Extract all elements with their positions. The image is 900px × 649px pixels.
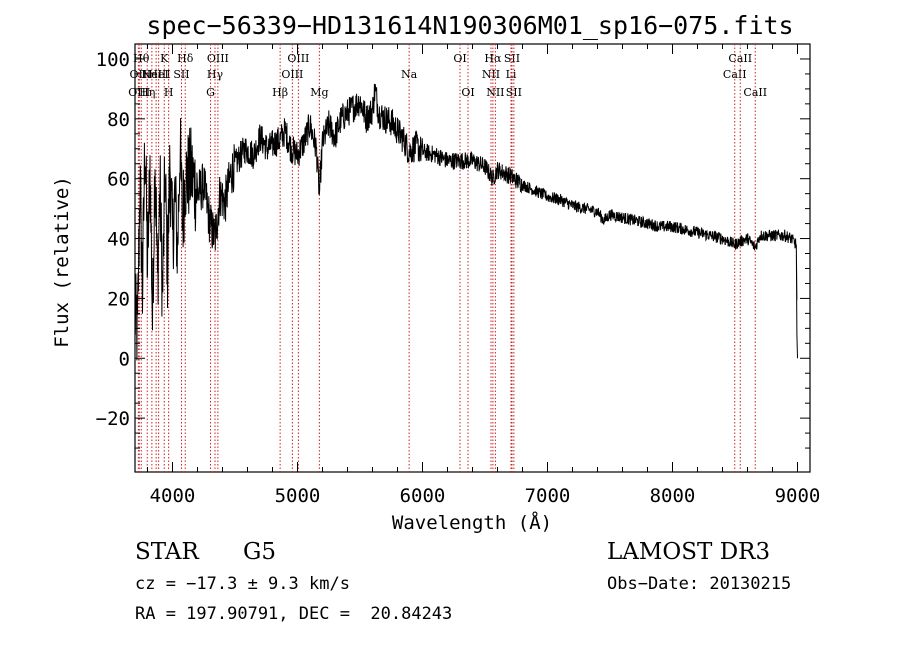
- line-marker-label: CaII: [743, 86, 767, 99]
- object-type: STAR: [135, 539, 199, 565]
- line-marker-label: K: [160, 52, 169, 65]
- line-marker-label: HeI: [142, 68, 162, 81]
- x-tick-label: 4000: [150, 485, 196, 507]
- line-marker-label: Hα: [484, 52, 502, 65]
- line-marker-label: NII: [486, 86, 504, 99]
- line-marker-label: NII: [482, 68, 500, 81]
- line-marker-label: Hδ: [177, 52, 194, 65]
- line-marker-label: SII: [506, 86, 522, 99]
- line-marker-label: OI: [461, 86, 474, 99]
- x-axis-label: Wavelength (Å): [392, 511, 552, 534]
- line-marker-label: OIII: [128, 86, 150, 99]
- y-tick-label: 80: [107, 109, 130, 131]
- line-marker-label: OIII: [207, 52, 229, 65]
- x-tick-label: 7000: [525, 485, 571, 507]
- line-marker-label: OI: [453, 52, 466, 65]
- x-tick-label: 6000: [400, 485, 446, 507]
- line-marker-label: HeI: [148, 68, 168, 81]
- y-tick-label: −20: [96, 408, 130, 430]
- line-marker-label: Mg: [310, 86, 328, 99]
- object-subclass: G5: [243, 539, 277, 565]
- observation-date: Obs−Date: 20130215: [607, 574, 792, 594]
- line-marker-label: OII: [130, 68, 148, 81]
- y-tick-label: 60: [107, 169, 130, 191]
- line-marker-label: NeIII: [142, 68, 171, 81]
- line-marker-label: Hγ: [207, 68, 224, 81]
- y-tick-label: 40: [107, 229, 130, 251]
- chart-title: spec−56339−HD131614N190306M01_sp16−075.f…: [146, 11, 793, 40]
- spectrum-line: [134, 83, 798, 361]
- axis-ticks: [135, 44, 810, 472]
- x-tick-label: 5000: [275, 485, 321, 507]
- x-tick-label: 8000: [650, 485, 696, 507]
- line-marker-label: SII: [173, 68, 189, 81]
- redshift-velocity: cz = −17.3 ± 9.3 km/s: [135, 574, 350, 594]
- ra-dec-coordinates: RA = 197.90791, DEC = 20.84243: [135, 604, 453, 624]
- y-tick-label: 100: [96, 49, 130, 71]
- line-marker-label: OIII: [281, 68, 303, 81]
- tick-labels: 4000 5000 6000 7000 8000 9000 −20 0 20 40 60 80 100: [96, 49, 821, 507]
- y-axis-label: Flux (relative): [51, 176, 73, 348]
- line-marker-label: SII: [504, 52, 520, 65]
- x-tick-label: 9000: [775, 485, 821, 507]
- survey-name: LAMOST DR3: [607, 539, 771, 565]
- plot-frame: [134, 43, 811, 473]
- line-marker-label: Hβ: [272, 86, 288, 99]
- line-marker-label: H: [164, 86, 174, 99]
- y-tick-label: 0: [119, 348, 130, 370]
- line-marker-label: Li: [506, 68, 517, 81]
- line-marker-label: CaII: [723, 68, 747, 81]
- line-marker-label: Hη: [139, 86, 155, 99]
- line-marker-label: CaII: [728, 52, 752, 65]
- y-tick-label: 20: [107, 288, 130, 310]
- line-marker-label: Na: [401, 68, 418, 81]
- line-marker-label: OIII: [287, 52, 309, 65]
- line-marker-label: G: [206, 86, 215, 99]
